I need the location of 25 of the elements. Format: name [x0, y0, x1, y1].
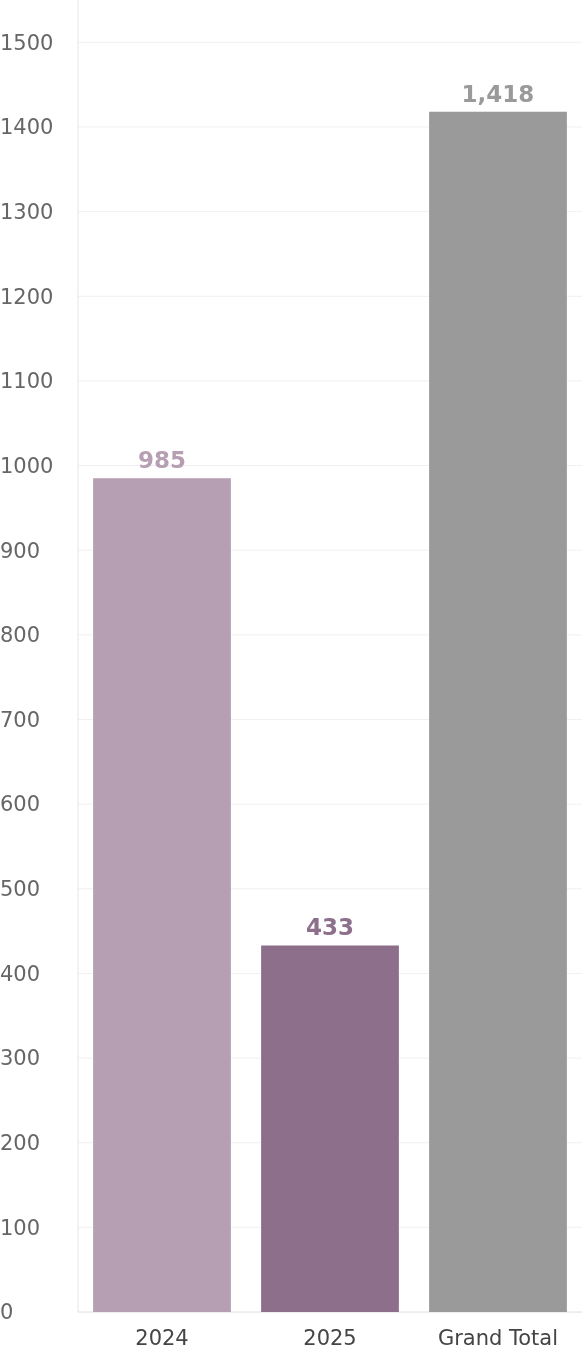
y-tick-label: 1100: [0, 369, 54, 394]
y-tick-label: 500: [0, 877, 41, 902]
y-tick-label: 0: [0, 1300, 14, 1325]
y-tick-label: 100: [0, 1215, 41, 1240]
y-tick-label: 1300: [0, 199, 54, 224]
bar: [93, 478, 231, 1312]
y-tick-label: 1200: [0, 284, 54, 309]
y-tick-label: 1000: [0, 453, 54, 478]
x-tick-label: Grand Total: [437, 1326, 559, 1350]
data-label: 433: [305, 914, 355, 941]
y-tick-label: 700: [0, 707, 41, 732]
x-tick-label: 2025: [303, 1326, 357, 1350]
y-tick-label: 800: [0, 623, 41, 648]
y-tick-label: 900: [0, 538, 41, 563]
y-tick-label: 300: [0, 1046, 41, 1071]
x-tick-label: 2024: [135, 1326, 189, 1350]
y-tick-label: 1500: [0, 30, 54, 55]
bar: [261, 945, 399, 1312]
y-tick-label: 400: [0, 961, 41, 986]
y-tick-label: 200: [0, 1131, 41, 1156]
y-tick-label: 1400: [0, 115, 54, 140]
data-label: 985: [137, 447, 187, 474]
y-tick-label: 600: [0, 792, 41, 817]
bar: [429, 111, 567, 1312]
data-label: 1,418: [461, 80, 535, 107]
